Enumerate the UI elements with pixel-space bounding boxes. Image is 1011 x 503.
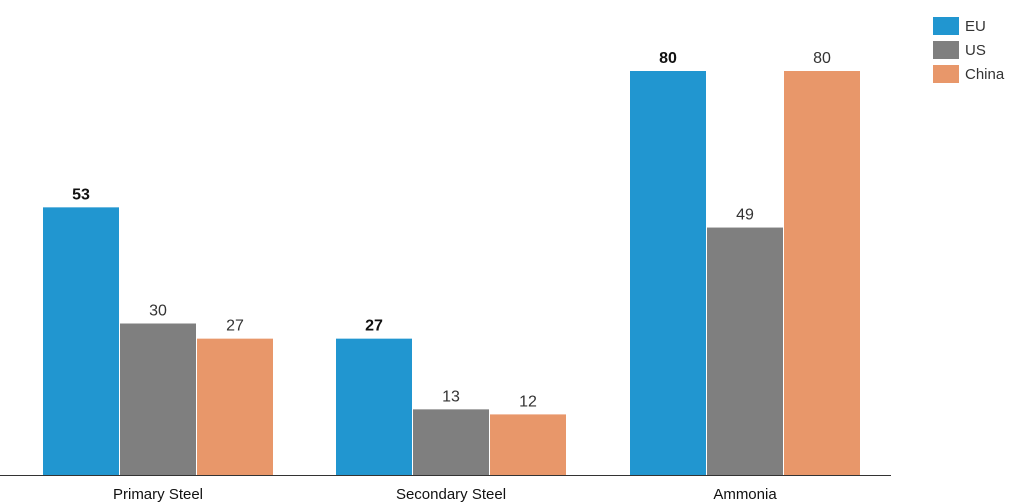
bar-ammonia-eu — [630, 71, 706, 475]
bar-primary-steel-china — [197, 339, 273, 475]
legend: EU US China — [933, 14, 1004, 86]
legend-label-eu: EU — [965, 18, 986, 35]
data-label-primary-steel-china: 27 — [226, 318, 244, 335]
legend-item-eu: EU — [933, 14, 1004, 38]
legend-item-china: China — [933, 62, 1004, 86]
legend-swatch-us — [933, 41, 959, 59]
category-label-secondary-steel: Secondary Steel — [396, 486, 506, 503]
legend-label-china: China — [965, 66, 1004, 83]
bar-secondary-steel-china — [490, 414, 566, 475]
category-label-ammonia: Ammonia — [713, 486, 777, 503]
data-label-secondary-steel-us: 13 — [442, 388, 460, 405]
legend-label-us: US — [965, 42, 986, 59]
data-label-secondary-steel-china: 12 — [519, 393, 537, 410]
legend-item-us: US — [933, 38, 1004, 62]
data-label-primary-steel-us: 30 — [149, 303, 167, 320]
bar-ammonia-china — [784, 71, 860, 475]
category-label-primary-steel: Primary Steel — [113, 486, 203, 503]
data-label-ammonia-us: 49 — [736, 207, 754, 224]
data-label-primary-steel-eu: 53 — [72, 186, 90, 203]
legend-swatch-china — [933, 65, 959, 83]
bar-secondary-steel-eu — [336, 339, 412, 475]
bar-primary-steel-eu — [43, 207, 119, 475]
data-label-ammonia-china: 80 — [813, 50, 831, 67]
bar-secondary-steel-us — [413, 409, 489, 475]
legend-swatch-eu — [933, 17, 959, 35]
bar-primary-steel-us — [120, 324, 196, 476]
bar-ammonia-us — [707, 228, 783, 475]
data-label-ammonia-eu: 80 — [659, 50, 677, 67]
data-label-secondary-steel-eu: 27 — [365, 318, 383, 335]
